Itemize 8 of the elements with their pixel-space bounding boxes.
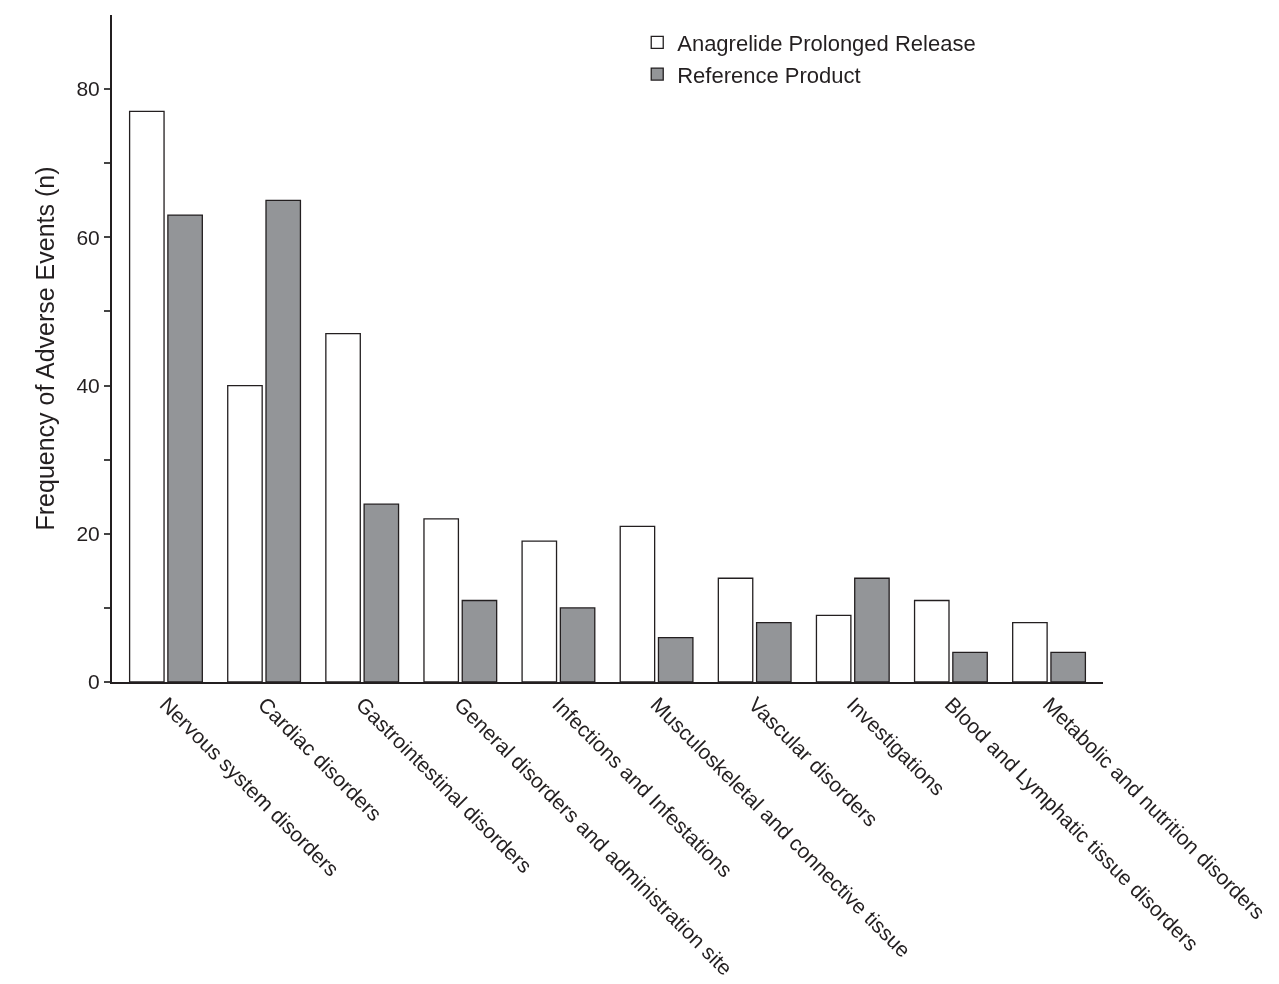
y-tick-label: 80: [76, 77, 100, 101]
legend-label: Reference Product: [677, 62, 861, 88]
y-tick-label: 20: [76, 522, 100, 546]
y-tick-label: 40: [76, 373, 100, 397]
y-tick-label: 60: [76, 225, 100, 249]
y-axis-title: Frequency of Adverse Events (n): [30, 166, 59, 531]
legend-label: Anagrelide Prolonged Release: [677, 31, 976, 57]
y-tick-label: 0: [88, 670, 100, 694]
